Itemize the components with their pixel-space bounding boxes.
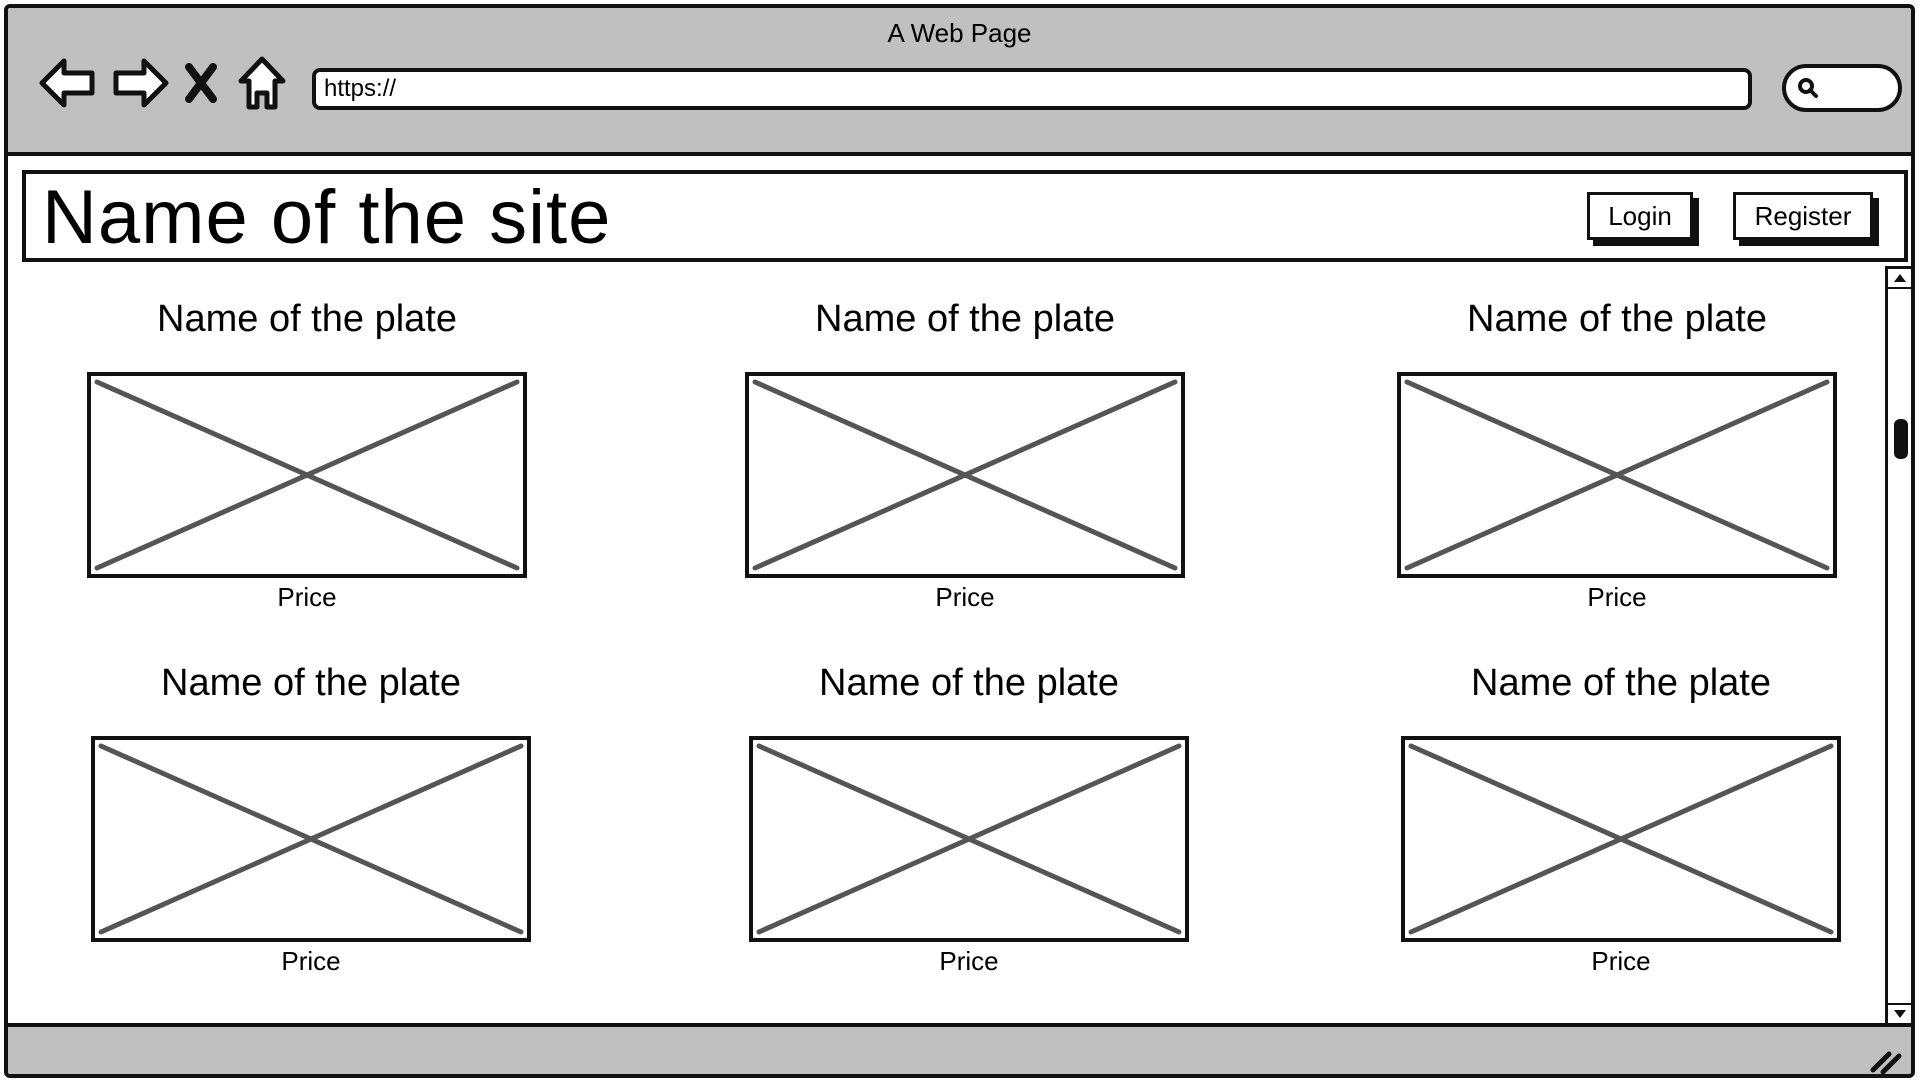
- browser-toolbar: A Web Page https://: [8, 8, 1911, 152]
- search-icon: [1798, 78, 1818, 98]
- plate-image-placeholder: [87, 372, 527, 578]
- plate-price: Price: [1587, 582, 1647, 612]
- close-icon: [185, 63, 217, 103]
- home-icon: [238, 56, 286, 110]
- browser-window: A Web Page https://: [4, 4, 1915, 1078]
- status-bar: [8, 1031, 1911, 1074]
- address-bar-text: https://: [324, 75, 397, 102]
- plate-image-placeholder: [749, 736, 1189, 942]
- register-button[interactable]: Register: [1733, 192, 1873, 240]
- back-arrow-icon: [39, 58, 95, 108]
- login-button[interactable]: Login: [1587, 192, 1693, 240]
- resize-grip[interactable]: [1867, 1040, 1903, 1074]
- plate-name: Name of the plate: [819, 662, 1119, 704]
- plate-card[interactable]: Name of the plate Price: [749, 660, 1189, 976]
- plate-image-placeholder: [91, 736, 531, 942]
- vertical-scrollbar[interactable]: [1885, 266, 1911, 1026]
- plate-image-placeholder: [1401, 736, 1841, 942]
- plate-name: Name of the plate: [1471, 662, 1771, 704]
- stop-button[interactable]: [176, 52, 226, 114]
- triangle-up-icon: [1894, 274, 1906, 282]
- plate-price: Price: [281, 946, 341, 976]
- site-header: Name of the site Login Register: [22, 170, 1908, 262]
- page-viewport: Name of the site Login Register Name of …: [8, 152, 1911, 1027]
- resize-grip-icon: [1870, 1051, 1902, 1074]
- plate-card[interactable]: Name of the plate Price: [91, 660, 531, 976]
- plate-price: Price: [1591, 946, 1651, 976]
- scroll-down-button[interactable]: [1888, 1003, 1911, 1023]
- plate-name: Name of the plate: [157, 298, 457, 340]
- plate-price: Price: [935, 582, 995, 612]
- window-title: A Web Page: [887, 18, 1032, 48]
- plate-card[interactable]: Name of the plate Price: [1401, 660, 1841, 976]
- plate-price: Price: [939, 946, 999, 976]
- address-bar[interactable]: https://: [312, 68, 1752, 110]
- back-button[interactable]: [34, 52, 100, 114]
- plate-image-placeholder: [745, 372, 1185, 578]
- scroll-thumb[interactable]: [1894, 419, 1908, 459]
- plate-price: Price: [277, 582, 337, 612]
- plate-card[interactable]: Name of the plate Price: [745, 296, 1185, 612]
- forward-button[interactable]: [108, 52, 174, 114]
- site-name: Name of the site: [42, 175, 612, 260]
- scroll-up-button[interactable]: [1888, 269, 1911, 289]
- plate-card[interactable]: Name of the plate Price: [1397, 296, 1837, 612]
- plate-image-placeholder: [1397, 372, 1837, 578]
- plate-name: Name of the plate: [815, 298, 1115, 340]
- plate-name: Name of the plate: [161, 662, 461, 704]
- forward-arrow-icon: [113, 58, 169, 108]
- plate-name: Name of the plate: [1467, 298, 1767, 340]
- home-button[interactable]: [234, 52, 290, 114]
- triangle-down-icon: [1894, 1010, 1906, 1018]
- browser-search-field[interactable]: [1782, 64, 1902, 112]
- plate-card[interactable]: Name of the plate Price: [87, 296, 527, 612]
